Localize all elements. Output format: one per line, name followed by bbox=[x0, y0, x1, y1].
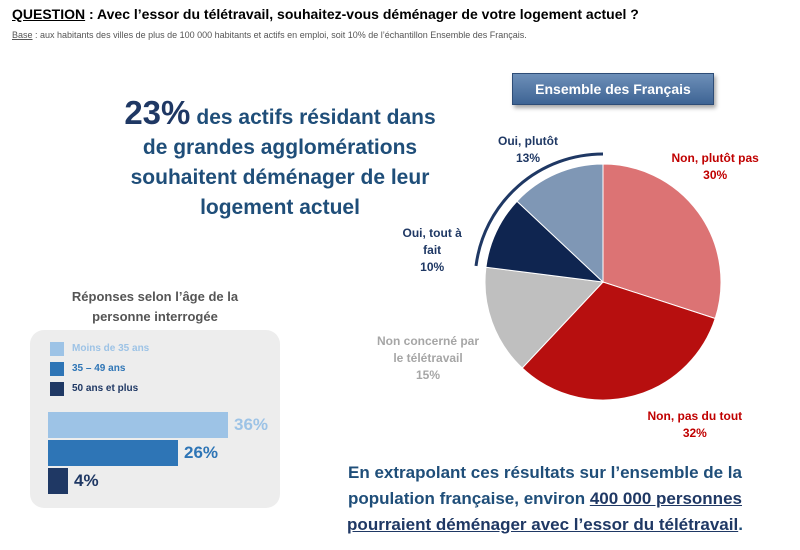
pie-slice-non-concerne bbox=[484, 266, 605, 369]
pie-label-oui-tout-a-fait: Oui, tout à fait 10% bbox=[403, 225, 462, 276]
pie-label-text: Non concerné par bbox=[377, 334, 480, 348]
base-text: : aux habitants des villes de plus de 10… bbox=[32, 30, 527, 40]
headline-line2: de grandes agglomérations bbox=[142, 136, 418, 159]
age-legend-item: 35 – 49 ans bbox=[50, 362, 125, 376]
legend-swatch bbox=[50, 342, 64, 356]
pie-label-oui-plutot: Oui, plutôt 13% bbox=[498, 133, 558, 167]
pie-value-label: 30% bbox=[703, 168, 728, 182]
headline: 23% des actifs résidant dans de grandes a… bbox=[95, 96, 465, 223]
pie-value-label: 32% bbox=[682, 426, 707, 440]
question-line: QUESTION : Avec l’essor du télétravail, … bbox=[12, 6, 639, 22]
pie-badge: Ensemble des Français bbox=[512, 73, 714, 105]
legend-swatch bbox=[50, 382, 64, 396]
pie-label-text: Non, plutôt pas bbox=[671, 151, 759, 165]
pie-label-non-plutot-pas: Non, plutôt pas 30% bbox=[672, 150, 759, 184]
bottom-line1: En extrapolant ces résultats sur l’ensem… bbox=[348, 463, 742, 482]
base-line: Base : aux habitants des villes de plus … bbox=[12, 30, 527, 40]
base-prefix: Base bbox=[12, 30, 33, 40]
legend-label: Moins de 35 ans bbox=[72, 343, 150, 354]
headline-line4: logement actuel bbox=[200, 196, 360, 219]
age-title-line2: personne interrogée bbox=[92, 309, 218, 324]
pie-slice-oui-tout-a-fait bbox=[485, 200, 605, 283]
age-bar-value-label: 4% bbox=[74, 471, 99, 490]
headline-big-number: 23% bbox=[124, 94, 191, 131]
bottom-line3-post: . bbox=[738, 515, 743, 534]
legend-swatch bbox=[50, 362, 64, 376]
pie-label-non-concerne: Non concerné par le télétravail 15% bbox=[377, 333, 479, 384]
age-bar-value-label: 36% bbox=[234, 415, 269, 434]
headline-line3: souhaitent déménager de leur bbox=[130, 166, 430, 189]
bottom-line2-pre: population française, environ bbox=[348, 489, 590, 508]
pie-slice-non-plutot-pas bbox=[602, 163, 722, 320]
age-section-title: Réponses selon l’âge de la personne inte… bbox=[40, 287, 270, 327]
pie-label-text: le télétravail bbox=[393, 351, 463, 365]
pie-slice-oui-plutot bbox=[516, 163, 604, 284]
legend-label: 35 – 49 ans bbox=[72, 363, 126, 374]
question-text: : Avec l’essor du télétravail, souhaitez… bbox=[85, 6, 639, 22]
bottom-line2-highlight: 400 000 personnes bbox=[589, 489, 742, 508]
pie-label-text: Oui, plutôt bbox=[498, 134, 558, 148]
pie-label-text: Non, pas du tout bbox=[647, 409, 743, 423]
pie-label-non-pas-du-tout: Non, pas du tout 32% bbox=[648, 408, 743, 442]
pie-value-label: 13% bbox=[515, 151, 540, 165]
pie-label-text: Oui, tout à bbox=[402, 226, 462, 240]
pie-slice-non-pas-du-tout bbox=[521, 281, 716, 401]
question-prefix: QUESTION bbox=[12, 6, 86, 22]
pie-value-label: 10% bbox=[420, 260, 445, 274]
headline-line1: des actifs résidant dans bbox=[196, 106, 436, 129]
bottom-conclusion: En extrapolant ces résultats sur l’ensem… bbox=[300, 460, 790, 538]
bottom-line3-highlight: pourraient déménager avec l’essor du tél… bbox=[347, 515, 739, 534]
oui-highlight-arc bbox=[474, 152, 604, 267]
age-title-line1: Réponses selon l’âge de la bbox=[71, 289, 239, 304]
legend-label: 50 ans et plus bbox=[72, 383, 139, 394]
age-legend-item: Moins de 35 ans bbox=[50, 342, 149, 356]
age-bar-value-label: 26% bbox=[184, 443, 219, 462]
pie-label-text: fait bbox=[423, 243, 442, 257]
age-legend-item: 50 ans et plus bbox=[50, 382, 138, 396]
pie-value-label: 15% bbox=[416, 368, 441, 382]
